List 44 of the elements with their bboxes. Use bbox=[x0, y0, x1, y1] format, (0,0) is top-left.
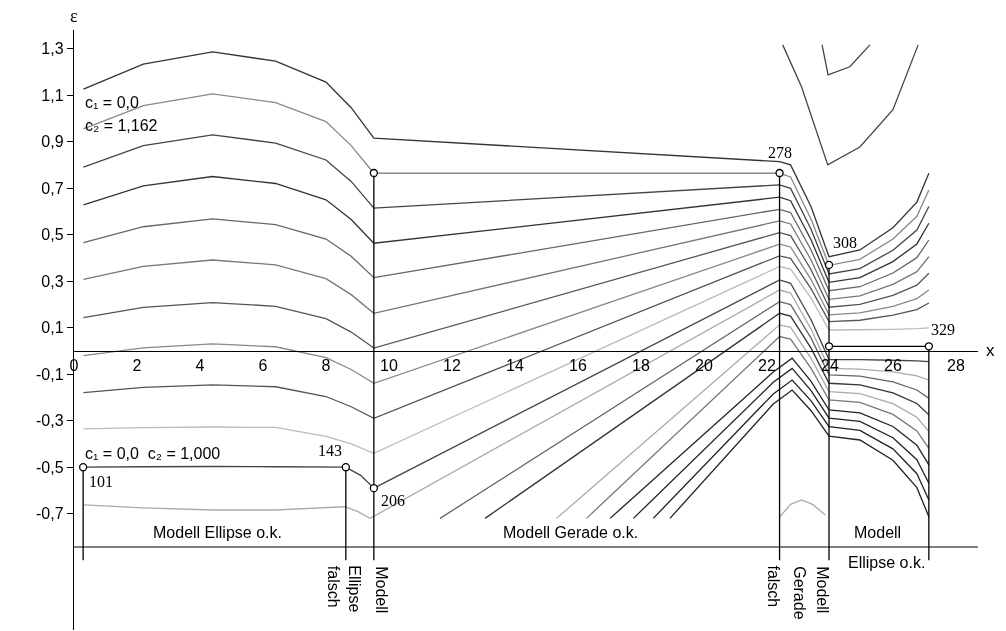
y-axis-title: ε bbox=[70, 6, 78, 26]
y-tick-label: -0,5 bbox=[36, 458, 64, 476]
annotation: Modell Gerade o.k. bbox=[503, 524, 639, 541]
y-tick-label: 0,7 bbox=[41, 179, 64, 197]
x-tick-label: 16 bbox=[569, 357, 587, 375]
x-tick-label: 28 bbox=[947, 357, 965, 375]
annotation: c₂ = 1,162 bbox=[85, 117, 158, 134]
y-tick-label: 1,3 bbox=[41, 40, 64, 58]
y-tick-label: 0,1 bbox=[41, 319, 64, 337]
x-tick-label: 8 bbox=[321, 357, 331, 375]
annotation: c₁ = 0,0 bbox=[85, 94, 139, 111]
annotation: Ellipse o.k. bbox=[848, 554, 926, 571]
x-tick-label: 26 bbox=[884, 357, 902, 375]
x-tick-label: 12 bbox=[443, 357, 461, 375]
annotation: Modell bbox=[814, 566, 832, 614]
y-tick-label: 0,9 bbox=[41, 133, 64, 151]
y-tick-label: 0,3 bbox=[41, 272, 64, 290]
annotation: 206 bbox=[381, 492, 405, 509]
annotation: 278 bbox=[768, 144, 792, 161]
x-tick-label: 2 bbox=[132, 357, 142, 375]
x-tick-label: 6 bbox=[258, 357, 268, 375]
y-tick-label: 1,1 bbox=[41, 86, 64, 104]
y-tick-label: -0,1 bbox=[36, 365, 64, 383]
annotation: Ellipse bbox=[346, 565, 364, 613]
annotation: 308 bbox=[833, 234, 857, 251]
y-tick-label: -0,3 bbox=[36, 412, 64, 430]
y-tick-label: -0,7 bbox=[36, 505, 64, 523]
x-axis-title: x bbox=[986, 341, 995, 360]
x-tick-label: 4 bbox=[195, 357, 205, 375]
x-tick-label: 14 bbox=[506, 357, 524, 375]
y-tick-label: 0,5 bbox=[41, 226, 64, 244]
x-tick-label: 22 bbox=[758, 357, 776, 375]
annotation: 329 bbox=[931, 321, 955, 338]
annotation: Modell Ellipse o.k. bbox=[153, 524, 282, 541]
annotation: c₁ = 0,0 c₂ = 1,000 bbox=[85, 445, 221, 462]
annotation: falsch bbox=[324, 565, 342, 608]
x-tick-label: 18 bbox=[632, 357, 650, 375]
annotation: 143 bbox=[318, 442, 342, 459]
annotation: Modell bbox=[854, 524, 902, 541]
x-tick-label: 10 bbox=[380, 357, 398, 375]
annotation: Modell bbox=[373, 566, 391, 614]
annotation: falsch bbox=[764, 565, 782, 608]
annotation: 101 bbox=[89, 473, 113, 490]
annotation: Gerade bbox=[791, 566, 809, 620]
